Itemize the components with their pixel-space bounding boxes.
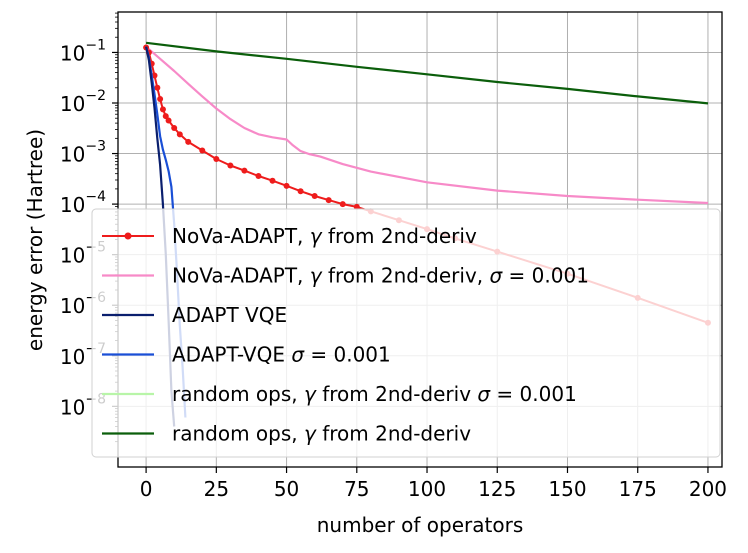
legend-label-part: random ops, [172,422,304,446]
series-point-nova-adapt-from-2nd-deriv [165,117,172,124]
legend-label-part: NoVa-ADAPT, [172,264,310,288]
y-axis-label: energy error (Hartree) [23,129,47,351]
series-point-nova-adapt-from-2nd-deriv [157,95,164,102]
legend-label: ADAPT VQE [172,303,287,327]
legend-label-part: random ops, [172,382,304,406]
y-tick-exponent: −1 [85,37,106,53]
legend-entry: ADAPT VQE [102,303,287,327]
x-tick-label: 100 [408,477,446,501]
y-tick-exponent: −4 [85,189,106,205]
y-tick-base: 10 [60,395,85,419]
series-point-nova-adapt-from-2nd-deriv [199,147,206,154]
y-tick-label: 10−4 [60,189,106,217]
legend-label-part: ADAPT VQE [172,303,287,327]
legend-label-part: = 0.001 [490,382,577,406]
legend-entry: ADAPT-VQE σ = 0.001 [102,343,391,367]
series-point-nova-adapt-from-2nd-deriv [339,201,346,208]
y-tick-label: 10−3 [60,139,106,167]
x-tick-label: 75 [344,477,369,501]
legend-label-part: from 2nd-deriv [316,382,478,406]
x-tick-label: 25 [204,477,229,501]
legend-label-part: from 2nd-deriv [316,422,471,446]
x-tick-label: 200 [689,477,727,501]
y-tick-base: 10 [60,143,85,167]
legend-box [91,208,721,458]
legend-entry: NoVa-ADAPT, γ from 2nd-deriv, σ = 0.001 [102,264,589,288]
y-tick-exponent: −2 [85,88,106,104]
series-point-nova-adapt-from-2nd-deriv [213,156,220,163]
legend-label-part: from 2nd-deriv [322,224,477,248]
legend-label: random ops, γ from 2nd-deriv σ = 0.001 [172,382,577,406]
y-tick-exponent: −3 [85,139,106,155]
legend-label-part: γ [304,382,317,406]
legend-label-part: σ [477,382,491,406]
series-line-random-ops-from-2nd-deriv [145,41,709,105]
legend-entry: random ops, γ from 2nd-deriv σ = 0.001 [102,382,577,406]
series-point-nova-adapt-from-2nd-deriv [269,177,276,184]
y-tick-base: 10 [60,244,85,268]
legend-label-part: γ [310,264,323,288]
legend-label: NoVa-ADAPT, γ from 2nd-deriv, σ = 0.001 [172,264,589,288]
legend-label-part: σ [490,264,504,288]
x-tick-label: 150 [548,477,586,501]
series-point-nova-adapt-from-2nd-deriv [176,131,183,138]
x-tick-label: 175 [619,477,657,501]
series-point-nova-adapt-from-2nd-deriv [227,162,234,169]
legend-label-part: ADAPT-VQE [172,343,291,367]
legend-label: NoVa-ADAPT, γ from 2nd-deriv [172,224,477,248]
legend-entry: NoVa-ADAPT, γ from 2nd-deriv [102,224,477,248]
legend-label: ADAPT-VQE σ = 0.001 [172,343,391,367]
x-tick-label: 50 [274,477,299,501]
x-tick-label: 0 [140,477,153,501]
series-point-nova-adapt-from-2nd-deriv [241,167,248,174]
y-tick-base: 10 [60,294,85,318]
legend-label-part: = 0.001 [502,264,589,288]
series-line-nova-adapt-from-2nd-deriv-0-001 [145,45,709,205]
legend-label-part: NoVa-ADAPT, [172,224,310,248]
series-point-nova-adapt-from-2nd-deriv [283,182,290,189]
legend-label: random ops, γ from 2nd-deriv [172,422,471,446]
series-point-nova-adapt-from-2nd-deriv [353,203,360,210]
legend-label-part: γ [304,422,317,446]
series-point-nova-adapt-from-2nd-deriv [325,197,332,204]
series-point-nova-adapt-from-2nd-deriv [154,84,161,91]
series-point-nova-adapt-from-2nd-deriv [171,125,178,132]
legend-label-part: = 0.001 [304,343,391,367]
y-tick-base: 10 [60,193,85,217]
y-tick-base: 10 [60,41,85,65]
y-tick-label: 10−1 [60,37,106,65]
y-tick-base: 10 [60,345,85,369]
series-point-nova-adapt-from-2nd-deriv [297,188,304,195]
series-point-nova-adapt-from-2nd-deriv [185,138,192,145]
series-point-nova-adapt-from-2nd-deriv [162,113,169,120]
legend-label-part: from 2nd-deriv, [322,264,490,288]
y-tick-label: 10−2 [60,88,106,116]
legend: NoVa-ADAPT, γ from 2nd-derivNoVa-ADAPT, … [91,208,721,458]
legend-label-part: σ [291,343,305,367]
series-point-nova-adapt-from-2nd-deriv [311,192,318,199]
x-axis: 0 25 50 75 100 125 150 175 200 [140,467,727,501]
series-point-nova-adapt-from-2nd-deriv [159,106,166,113]
legend-marker [124,232,132,240]
x-axis-label: number of operators [317,513,523,537]
legend-entry: random ops, γ from 2nd-deriv [102,422,471,446]
series-point-nova-adapt-from-2nd-deriv [255,172,262,179]
y-tick-base: 10 [60,92,85,116]
x-tick-label: 125 [478,477,516,501]
legend-label-part: γ [310,224,323,248]
